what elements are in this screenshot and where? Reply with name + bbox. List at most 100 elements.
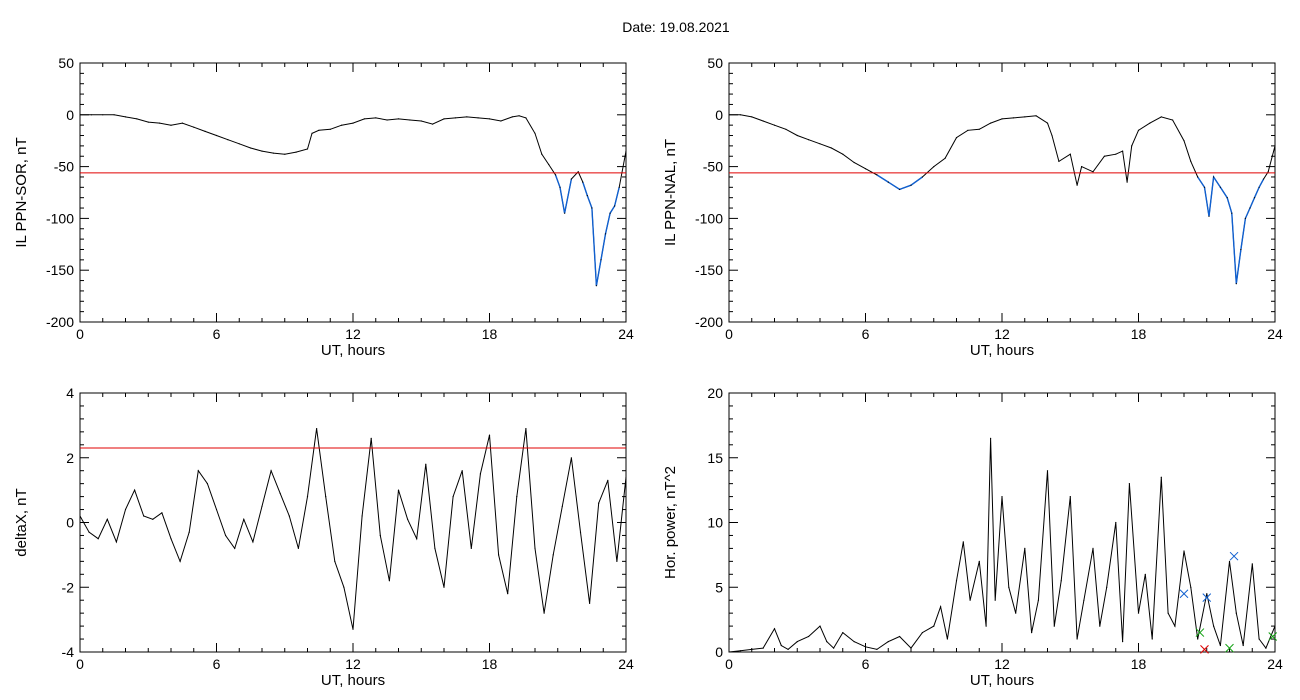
data-point <box>1069 496 1071 498</box>
data-point <box>899 188 901 190</box>
x-tick-label: 6 <box>862 326 870 342</box>
below-threshold-line <box>554 174 573 214</box>
data-point <box>454 117 456 119</box>
data-point <box>1001 496 1003 498</box>
data-point <box>940 606 942 608</box>
data-point <box>589 602 591 605</box>
data-point <box>1265 647 1267 649</box>
data-point <box>379 534 381 537</box>
data-point <box>598 502 600 504</box>
data-point <box>1231 212 1233 214</box>
data-point <box>90 114 92 116</box>
x-tick-label: 0 <box>725 326 733 342</box>
data-point <box>773 628 776 630</box>
data-point <box>1031 632 1033 634</box>
y-tick-label: -50 <box>54 159 74 175</box>
data-point <box>188 531 190 533</box>
data-point <box>1103 155 1105 157</box>
data-point <box>443 118 445 120</box>
data-point <box>1167 612 1169 614</box>
data-point <box>1228 560 1231 563</box>
y-tick-label: -150 <box>46 262 74 278</box>
data-point <box>842 632 844 634</box>
data-point <box>969 599 971 601</box>
data-point <box>1083 599 1085 601</box>
marker-red <box>1200 645 1209 654</box>
marker-green <box>1268 632 1278 641</box>
data-point <box>616 560 618 563</box>
x-tick-label: 18 <box>1131 656 1147 672</box>
data-point <box>541 153 543 155</box>
data-point <box>1197 176 1199 178</box>
data-point <box>170 538 172 540</box>
data-point <box>134 489 136 491</box>
data-point <box>570 457 573 459</box>
data-point <box>955 580 958 582</box>
y-tick-label: -2 <box>62 579 75 595</box>
data-point <box>498 554 500 556</box>
marker-blue <box>1202 593 1212 602</box>
data-point <box>1128 483 1130 485</box>
data-point <box>115 541 117 543</box>
data-point <box>1258 186 1260 188</box>
data-point <box>407 518 409 520</box>
data-point <box>808 139 810 141</box>
data-point <box>1249 207 1251 209</box>
data-point <box>609 212 611 214</box>
x-tick-label: 0 <box>725 656 733 672</box>
x-tick-label: 18 <box>482 656 498 672</box>
below-threshold-line <box>582 181 620 286</box>
data-point <box>762 647 764 649</box>
data-point <box>215 508 218 511</box>
data-point <box>511 116 513 118</box>
data-point <box>887 641 889 643</box>
data-point <box>921 176 924 178</box>
x-tick-label: 0 <box>76 326 84 342</box>
data-point <box>543 612 545 614</box>
plot-frame <box>728 62 1276 323</box>
data-point <box>625 476 626 478</box>
data-point <box>1053 625 1055 627</box>
data-point <box>1263 178 1265 180</box>
data-point <box>227 139 229 141</box>
data-point <box>1060 580 1062 582</box>
data-point <box>252 541 254 543</box>
data-point <box>325 496 327 498</box>
data-point <box>1051 134 1053 137</box>
data-point <box>1126 181 1128 183</box>
data-point <box>739 650 742 652</box>
data-point <box>272 152 274 154</box>
data-point <box>420 120 422 122</box>
data-point <box>361 515 363 517</box>
data-point <box>1274 625 1275 627</box>
data-point <box>944 157 946 159</box>
data-point <box>261 505 263 507</box>
data-point <box>614 205 616 207</box>
data-point <box>466 116 468 118</box>
data-point <box>477 117 479 119</box>
data-point <box>1213 625 1215 627</box>
data-point <box>1226 197 1228 199</box>
data-point <box>1235 283 1237 285</box>
y-tick-label: 10 <box>707 515 723 531</box>
data-point <box>607 479 609 481</box>
data-point <box>1037 599 1039 601</box>
data-point <box>97 538 99 540</box>
x-tick-label: 24 <box>1267 326 1283 342</box>
data-point <box>990 437 992 439</box>
data-point <box>525 117 527 119</box>
data-point <box>306 148 309 150</box>
data-point <box>215 134 218 137</box>
data-point <box>1160 476 1162 478</box>
series-line <box>729 114 1275 284</box>
x-tick-label: 18 <box>482 326 498 342</box>
data-point <box>1015 612 1017 614</box>
y-axis-label: Hor. power, nT^2 <box>662 466 679 579</box>
data-point <box>833 647 835 649</box>
data-point <box>1172 119 1174 121</box>
data-point <box>318 129 320 131</box>
y-tick-label: -100 <box>46 210 74 226</box>
data-point <box>534 547 536 550</box>
data-point <box>295 151 297 153</box>
data-point <box>1206 593 1208 595</box>
